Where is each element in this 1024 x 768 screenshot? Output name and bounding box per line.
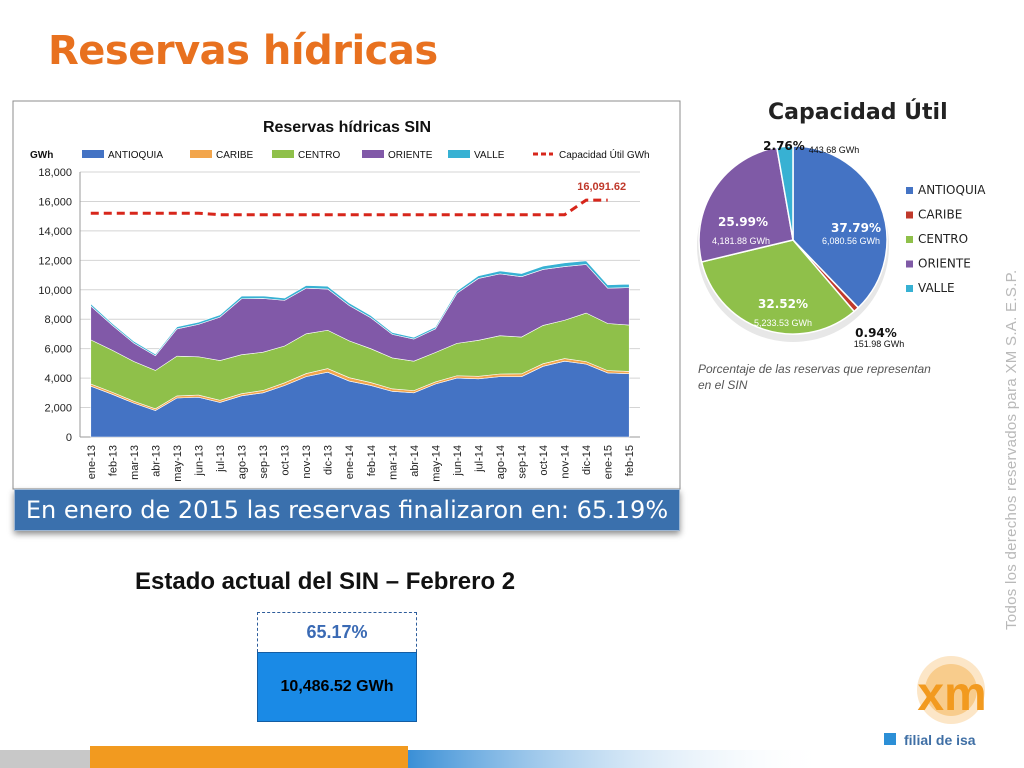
pie-slice-antioquia — [792, 145, 888, 309]
x-tick-label: ene-14 — [344, 445, 356, 479]
x-tick-label: may-13 — [172, 445, 184, 482]
y-tick-label: 10,000 — [38, 285, 72, 297]
x-tick-label: feb-14 — [366, 445, 378, 476]
pie-legend-label: CENTRO — [918, 232, 968, 246]
pie-legend-swatch — [906, 236, 913, 243]
x-tick-label: sep-13 — [258, 445, 270, 479]
y-tick-label: 12,000 — [38, 255, 72, 267]
legend-swatch — [272, 150, 294, 158]
y-tick-label: 0 — [66, 432, 72, 444]
x-tick-label: nov-14 — [560, 445, 572, 479]
legend-label: ANTIOQUIA — [108, 150, 163, 161]
x-tick-label: jun-13 — [193, 445, 205, 477]
y-tick-label: 4,000 — [44, 373, 72, 385]
area-chart-legend: ANTIOQUIA CARIBE CENTRO ORIENTE VALLE Capacid… — [82, 148, 650, 161]
pie-legend-swatch — [906, 285, 913, 292]
y-axis-unit-label: GWh — [30, 150, 53, 161]
pie-percent-label: 2.76% — [763, 139, 805, 153]
pie-legend-label: ANTIOQUIA — [918, 183, 986, 197]
pie-slice-oriente — [698, 146, 794, 263]
pie-legend-swatch — [906, 211, 913, 219]
xm-logo: xm — [917, 656, 987, 724]
legend-label: Capacidad Útil GWh — [559, 148, 650, 161]
footer-bar-orange — [90, 746, 408, 768]
pie-percent-label: 25.99% — [718, 215, 768, 229]
y-tick-label: 6,000 — [44, 344, 72, 356]
page-title: Reservas hídricas — [48, 28, 438, 74]
pie-gwh-label: 151.98 GWh — [854, 339, 905, 349]
x-tick-label: sep-14 — [517, 445, 529, 479]
y-tick-label: 16,000 — [38, 196, 72, 208]
legend-label: VALLE — [474, 150, 505, 161]
estado-percent: 65.17% — [257, 612, 417, 652]
pie-legend-label: VALLE — [918, 281, 955, 295]
estado-title: Estado actual del SIN – Febrero 2 — [135, 568, 516, 595]
pie-chart-title: Capacidad Útil — [768, 100, 948, 125]
y-tick-label: 2,000 — [44, 403, 72, 415]
capacity-annotation: 16,091.62 — [577, 181, 626, 193]
area-series-valle — [90, 260, 630, 357]
x-tick-label: jul-14 — [473, 445, 485, 473]
x-tick-label: feb-13 — [107, 445, 119, 476]
pie-legend: ANTIOQUIA CARIBE CENTRO ORIENTE VALLE — [906, 183, 986, 295]
x-tick-label: dic-14 — [581, 445, 593, 475]
x-tick-label: feb-15 — [624, 445, 636, 476]
y-tick-label: 14,000 — [38, 226, 72, 238]
x-tick-label: ene-15 — [603, 445, 615, 479]
pie-percent-label: 37.79% — [831, 221, 881, 235]
x-tick-label: ago-13 — [237, 445, 249, 479]
legend-label: CARIBE — [216, 150, 254, 161]
logo-square-icon — [884, 733, 896, 745]
logo-tagline: filial de isa — [904, 732, 976, 748]
x-tick-label: oct-13 — [280, 445, 292, 476]
pie-legend-swatch — [906, 260, 913, 268]
footer-bar-gray — [0, 750, 90, 768]
x-tick-label: ene-13 — [86, 445, 98, 479]
pie-slice-valle — [775, 145, 794, 241]
legend-label: ORIENTE — [388, 150, 433, 161]
legend-label: CENTRO — [298, 150, 340, 161]
legend-swatch — [362, 150, 384, 158]
pie-gwh-label: 5,233.53 GWh — [754, 318, 812, 328]
footer-bar-blue — [408, 750, 828, 768]
legend-swatch — [190, 150, 212, 158]
legend-swatch — [82, 150, 104, 158]
pie-percent-label: 0.94% — [855, 326, 897, 340]
x-tick-label: mar-13 — [129, 445, 141, 480]
area-chart-title: Reservas hídricas SIN — [263, 119, 431, 136]
pie-chart: 37.79%6,080.56 GWh 0.94%151.98 GWh 32.52% 5… — [697, 139, 904, 349]
y-tick-label: 8,000 — [44, 314, 72, 326]
x-tick-label: jun-14 — [452, 445, 464, 477]
estado-gwh: 10,486.52 GWh — [257, 652, 417, 722]
pie-gwh-label: 6,080.56 GWh — [822, 236, 880, 246]
x-tick-label: dic-13 — [323, 445, 335, 475]
x-tick-label: ago-14 — [495, 445, 507, 479]
pie-caption: Porcentaje de las reservas que represent… — [698, 362, 931, 392]
summary-banner: En enero de 2015 las reservas finalizaro… — [14, 489, 680, 531]
logo-brand: xm — [917, 668, 986, 721]
area-chart-plot: 0 2,000 4,000 6,000 8,000 10,000 12,000 14,000 1… — [38, 167, 640, 482]
pie-percent-label: 32.52% — [758, 297, 808, 311]
pie-legend-swatch — [906, 187, 913, 194]
pie-legend-label: ORIENTE — [918, 257, 971, 271]
y-tick-label: 18,000 — [38, 167, 72, 179]
x-tick-label: may-14 — [430, 445, 442, 482]
pie-slice-centro — [700, 239, 856, 335]
copyright-vertical-text: Todos los derechos reservados para XM S.… — [1003, 269, 1020, 630]
legend-swatch — [448, 150, 470, 158]
x-tick-label: oct-14 — [538, 445, 550, 476]
x-tick-label: jul-13 — [215, 445, 227, 473]
capacity-line — [90, 198, 608, 217]
x-tick-label: abr-13 — [150, 445, 162, 477]
x-tick-label: nov-13 — [301, 445, 313, 479]
x-tick-label: mar-14 — [387, 445, 399, 480]
pie-gwh-label: 4,181.88 GWh — [712, 236, 770, 246]
x-tick-label: abr-14 — [409, 445, 421, 477]
pie-legend-label: CARIBE — [918, 208, 962, 222]
pie-gwh-label: 443.68 GWh — [809, 145, 860, 155]
